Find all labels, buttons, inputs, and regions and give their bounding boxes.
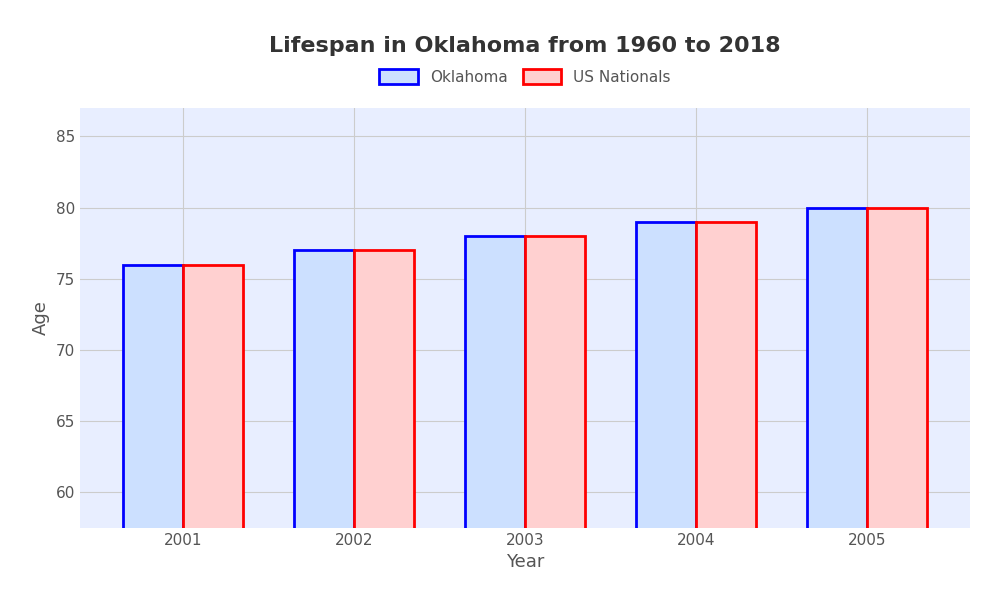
Bar	[636, 222, 696, 600]
Bar	[294, 250, 354, 600]
Bar	[807, 208, 867, 600]
Bar	[183, 265, 243, 600]
Bar	[696, 222, 756, 600]
Legend: Oklahoma, US Nationals: Oklahoma, US Nationals	[372, 61, 678, 92]
Bar	[525, 236, 585, 600]
Bar	[867, 208, 927, 600]
Title: Lifespan in Oklahoma from 1960 to 2018: Lifespan in Oklahoma from 1960 to 2018	[269, 37, 781, 56]
Bar	[354, 250, 414, 600]
Bar	[465, 236, 525, 600]
X-axis label: Year: Year	[506, 553, 544, 571]
Bar	[123, 265, 183, 600]
Y-axis label: Age: Age	[32, 301, 50, 335]
